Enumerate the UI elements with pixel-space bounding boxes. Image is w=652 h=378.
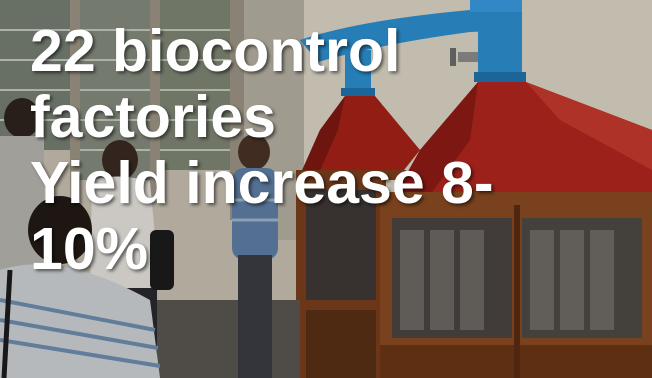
headline-line-1: 22 biocontrol (30, 18, 401, 84)
fume-hood (380, 82, 652, 206)
headline-line-2: factories (30, 84, 276, 150)
headline-line-4: 10% (30, 216, 149, 282)
window (0, 0, 244, 220)
ventilation-duct (300, 0, 526, 96)
person-figure (0, 196, 161, 378)
person-figure (232, 134, 278, 378)
wooden-cabinet (296, 178, 652, 378)
headline: 22 biocontrol factories Yield increase 8… (30, 18, 630, 282)
fume-hood (296, 96, 420, 180)
floor (150, 300, 300, 378)
headline-line-3: Yield increase 8- (30, 150, 494, 216)
